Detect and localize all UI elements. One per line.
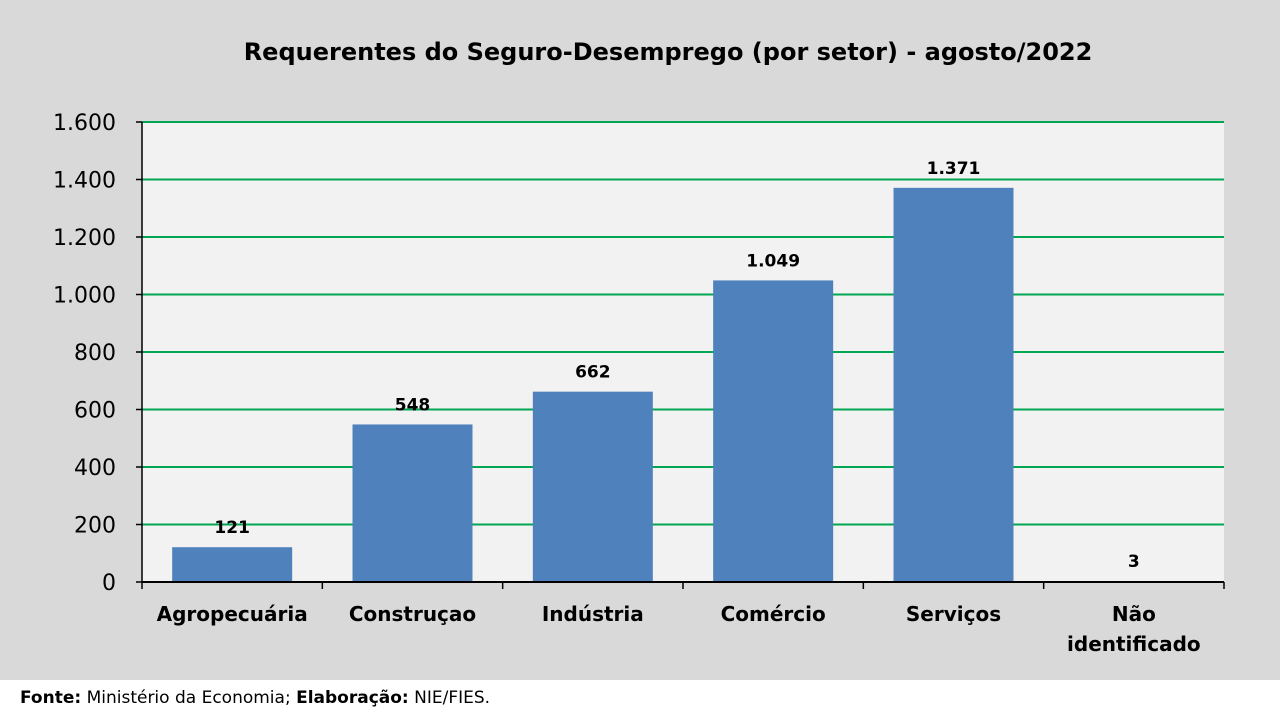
bar (713, 280, 834, 582)
x-tick-label-line: Construçao (349, 602, 476, 626)
chart: Requerentes do Seguro-Desemprego (por se… (53, 38, 1225, 656)
bar (893, 187, 1014, 582)
x-tick-label: Não identificado (1067, 602, 1201, 656)
x-tick-label-line: identificado (1067, 632, 1201, 656)
y-tick-label: 1.000 (53, 284, 116, 309)
y-tick-label: 200 (74, 514, 116, 539)
bar-chart: Requerentes do Seguro-Desemprego (por se… (53, 38, 1225, 656)
source-note: Fonte: Ministério da Economia; Elaboraçã… (20, 688, 490, 708)
data-label: 1.371 (927, 159, 981, 179)
x-tick-label-line: Não (1112, 602, 1156, 626)
x-tick-label-line: Comércio (721, 602, 826, 626)
y-tick-label: 800 (74, 341, 116, 366)
bar (352, 424, 473, 582)
x-tick-label-line: Agropecuária (157, 602, 308, 626)
chart-title: Requerentes do Seguro-Desemprego (por se… (244, 38, 1093, 66)
bar (172, 547, 293, 582)
y-tick-label: 1.200 (53, 226, 116, 251)
data-label: 548 (395, 395, 431, 415)
source-value: Ministério da Economia; (86, 688, 291, 708)
x-tick-label: Comércio (721, 602, 826, 626)
x-tick-label: Construçao (349, 602, 476, 626)
data-label: 1.049 (746, 251, 800, 271)
y-tick-label: 1.600 (53, 111, 116, 136)
x-tick-label-line: Serviços (906, 602, 1001, 626)
data-label: 662 (575, 363, 611, 383)
y-tick-label: 0 (102, 571, 116, 596)
data-label: 121 (214, 518, 250, 538)
credit-label: Elaboração: (296, 688, 409, 708)
x-tick-label: Serviços (906, 602, 1001, 626)
data-label: 3 (1128, 552, 1140, 572)
credit-value: NIE/FIES. (414, 688, 491, 708)
y-tick-label: 1.400 (53, 169, 116, 194)
x-tick-label-line: Indústria (542, 602, 644, 626)
footer: Fonte: Ministério da Economia; Elaboraçã… (0, 680, 1280, 720)
y-tick-label: 400 (74, 456, 116, 481)
source-label: Fonte: (20, 688, 82, 708)
bar (532, 391, 653, 582)
x-tick-label: Agropecuária (157, 602, 308, 626)
y-tick-label: 600 (74, 399, 116, 424)
x-tick-label: Indústria (542, 602, 644, 626)
